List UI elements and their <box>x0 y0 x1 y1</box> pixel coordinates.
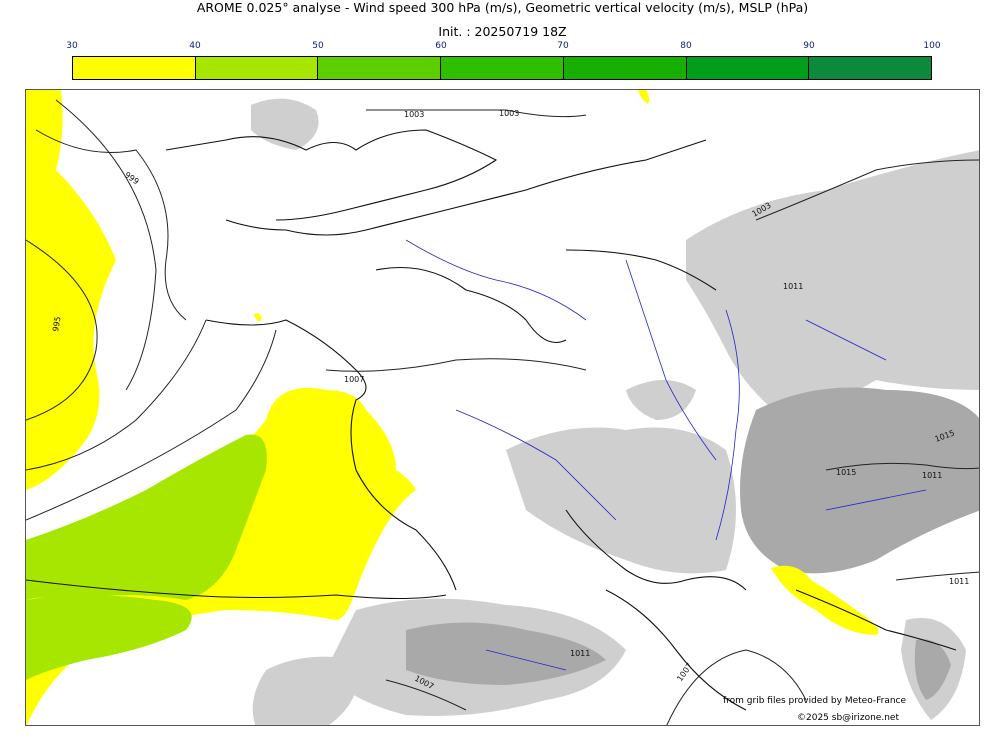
isobar-label: 995 <box>51 316 63 333</box>
colorbar-tick: 90 <box>803 41 815 51</box>
map-panel: 1003 1003 999 995 1007 1003 1011 1015 10… <box>25 89 980 726</box>
isobar-label: 1007 <box>675 661 694 683</box>
isobar-label: 1011 <box>922 471 942 480</box>
colorbar-segment-60-70 <box>441 57 564 79</box>
isobar-label: 999 <box>123 170 141 186</box>
init-time: Init. : 20250719 18Z <box>438 24 567 39</box>
credit-source: from grib files provided by Meteo-France <box>723 696 907 706</box>
colorbar <box>72 56 932 80</box>
relief-shading-dark <box>406 387 979 700</box>
isobar-label: 1011 <box>570 649 590 658</box>
colorbar-segment-80-90 <box>686 57 810 79</box>
isobar-label: 1003 <box>499 109 519 118</box>
wind-speed-40-50 <box>26 434 267 680</box>
isobars <box>26 99 979 725</box>
colorbar-tick: 50 <box>312 41 324 51</box>
chart-title: AROME 0.025° analyse - Wind speed 300 hP… <box>196 0 809 15</box>
credit-author: ©2025 sb@irizone.net <box>797 713 899 723</box>
colorbar-segment-70-80 <box>563 57 687 79</box>
isobar-label: 1015 <box>836 468 856 477</box>
rivers <box>405 239 927 671</box>
isobar-label: 1011 <box>949 577 969 586</box>
colorbar-segment-50-60 <box>318 57 442 79</box>
coastlines <box>26 129 957 711</box>
colorbar-segment-40-50 <box>195 57 319 79</box>
colorbar-tick: 30 <box>66 41 78 51</box>
isobar-label: 1011 <box>783 282 803 291</box>
colorbar-segment-30-40 <box>73 57 196 79</box>
colorbar-tick: 80 <box>680 41 692 51</box>
relief-shading <box>251 98 979 725</box>
colorbar-tick: 40 <box>189 41 201 51</box>
colorbar-tick: 60 <box>435 41 447 51</box>
colorbar-segment-90-100 <box>809 57 932 79</box>
colorbar-tick: 100 <box>923 41 941 51</box>
map-canvas: 1003 1003 999 995 1007 1003 1011 1015 10… <box>26 90 979 725</box>
isobar-label: 1003 <box>404 110 424 119</box>
colorbar-tick: 70 <box>557 41 569 51</box>
isobar-label: 1007 <box>344 375 364 384</box>
